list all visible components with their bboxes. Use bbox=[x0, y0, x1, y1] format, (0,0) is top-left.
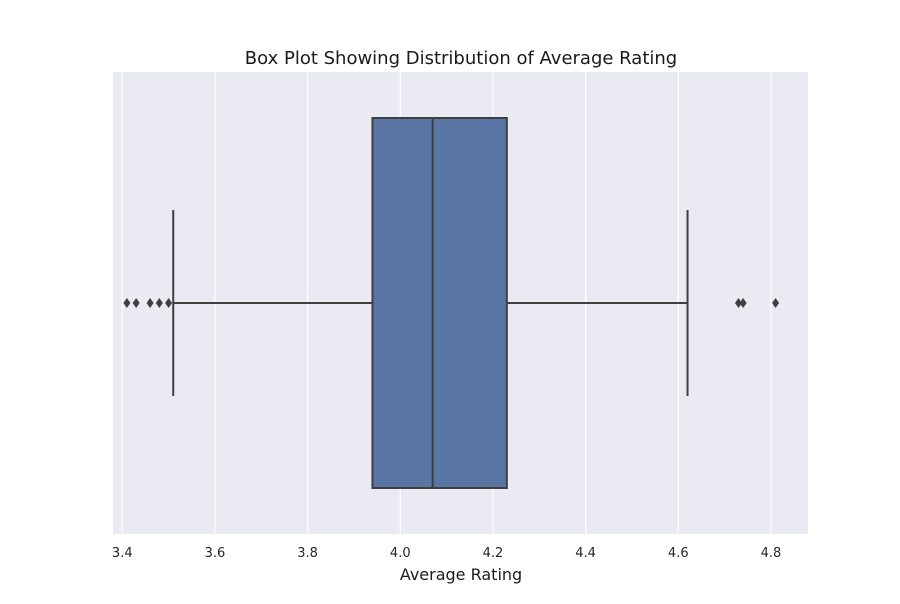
x-tick-label: 4.0 bbox=[390, 546, 411, 561]
x-tick-label: 4.8 bbox=[761, 546, 782, 561]
outlier-point bbox=[739, 298, 747, 308]
outlier-point bbox=[165, 298, 173, 308]
outlier-point bbox=[132, 298, 140, 308]
x-axis-label: Average Rating bbox=[400, 565, 522, 584]
x-tick-label: 3.8 bbox=[297, 546, 318, 561]
outlier-point bbox=[146, 298, 154, 308]
x-tick-label: 4.2 bbox=[483, 546, 504, 561]
x-axis-ticks: 3.4 3.6 3.8 4.0 4.2 4.4 4.6 4.8 bbox=[112, 546, 781, 561]
chart-title: Box Plot Showing Distribution of Average… bbox=[245, 48, 677, 69]
box-plot bbox=[123, 117, 780, 489]
x-tick-label: 3.6 bbox=[205, 546, 226, 561]
iqr-box bbox=[371, 117, 508, 489]
x-tick-label: 4.6 bbox=[668, 546, 689, 561]
outlier-point bbox=[155, 298, 163, 308]
x-tick-label: 4.4 bbox=[575, 546, 596, 561]
outlier-point bbox=[772, 298, 780, 308]
x-tick-label: 3.4 bbox=[112, 546, 133, 561]
outlier-point bbox=[735, 298, 742, 308]
outlier-point bbox=[123, 298, 131, 308]
